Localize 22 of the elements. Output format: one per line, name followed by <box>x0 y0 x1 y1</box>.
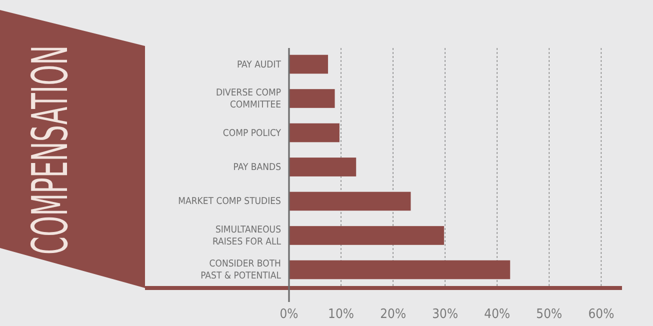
bar <box>289 192 411 211</box>
y-tick-label: CONSIDER BOTH PAST & POTENTIAL <box>200 258 282 282</box>
text: COMPENSATION <box>20 45 80 255</box>
y-tick-label: SIMULTANEOUS RAISES FOR ALL <box>212 224 282 247</box>
x-tick-label: 60% <box>588 307 614 322</box>
x-tick-label: 10% <box>328 307 354 322</box>
x-tick-label: 50% <box>536 307 562 322</box>
x-tick-label: 0% <box>280 307 298 322</box>
y-tick-label: PAY BANDS <box>233 162 281 172</box>
bar <box>289 54 328 74</box>
y-tick-label: DIVERSE COMP COMMITTEE <box>216 87 281 110</box>
bar <box>289 123 340 142</box>
bar <box>289 260 510 280</box>
bar <box>289 158 356 176</box>
x-tick-label: 40% <box>484 307 510 322</box>
bar <box>289 226 444 245</box>
bar <box>289 89 335 108</box>
y-tick-label: COMP POLICY <box>222 127 282 138</box>
y-tick-label: MARKET COMP STUDIES <box>178 196 281 207</box>
y-tick-label: PAY AUDIT <box>236 58 282 70</box>
x-tick-label: 20% <box>380 307 406 322</box>
x-tick-label: 30% <box>432 307 458 322</box>
